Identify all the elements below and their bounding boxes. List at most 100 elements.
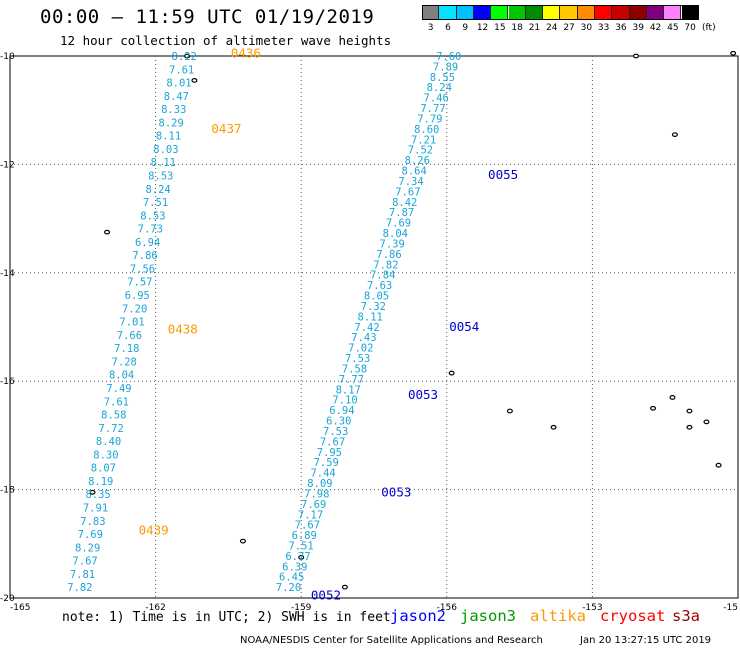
swh-value: 7.43 xyxy=(351,332,376,344)
pass-time-label: 0438 xyxy=(168,322,198,337)
colorbar-label: 70 xyxy=(684,23,696,33)
swh-value: 8.11 xyxy=(358,311,383,323)
island-outline xyxy=(104,229,111,235)
colorbar-swatch xyxy=(508,5,526,20)
swh-value: 7.69 xyxy=(386,218,411,230)
colorbar-swatch xyxy=(422,5,440,20)
pass-time-label: 0437 xyxy=(211,121,241,136)
island-outline xyxy=(633,53,640,59)
colorbar-label: 15 xyxy=(494,23,506,33)
swh-value: 7.79 xyxy=(417,113,442,125)
swh-value: 6.77 xyxy=(285,551,310,563)
island-outline xyxy=(671,132,678,137)
swh-value: 8.29 xyxy=(159,117,184,129)
swh-value: 7.58 xyxy=(342,363,367,375)
swh-value: 7.98 xyxy=(304,488,329,500)
swh-value: 7.89 xyxy=(433,61,458,73)
swh-value: 8.22 xyxy=(172,51,197,63)
swh-value: 7.02 xyxy=(348,343,373,355)
map-frame xyxy=(9,55,739,599)
swh-value: 7.51 xyxy=(143,197,168,209)
colorbar-swatch xyxy=(560,5,578,20)
island-outline xyxy=(191,77,198,83)
island-outline xyxy=(184,53,191,59)
swh-value: 8.04 xyxy=(109,370,134,382)
swh-value: 7.72 xyxy=(99,423,124,435)
pass-time-label: 0055 xyxy=(488,167,518,182)
island-outline xyxy=(448,370,455,376)
swh-value: 7.77 xyxy=(339,374,364,386)
lon-tick-label: -159 xyxy=(291,603,312,613)
swh-value: 8.47 xyxy=(164,91,189,103)
swh-value: 7.81 xyxy=(70,569,95,581)
pass-time-label: 0436 xyxy=(231,45,261,60)
swh-value: 7.18 xyxy=(114,343,139,355)
swh-value: 6.39 xyxy=(282,561,307,573)
swh-value: 6.95 xyxy=(125,290,150,302)
lat-tick-label: -16 xyxy=(0,377,15,387)
swh-value: 8.19 xyxy=(88,476,113,488)
swh-value: 8.09 xyxy=(307,478,332,490)
legend-item-jason3: jason3 xyxy=(460,607,516,625)
lat-tick-label: -10 xyxy=(0,52,15,62)
swh-value: 8.35 xyxy=(85,489,110,501)
colorbar-swatch xyxy=(456,5,474,20)
pass-time-label: 0439 xyxy=(139,522,169,537)
swh-value: 7.67 xyxy=(320,436,345,448)
island-outline xyxy=(715,462,722,468)
island-outline xyxy=(686,424,693,430)
swh-value: 6.94 xyxy=(135,237,160,249)
legend-item-altika: altika xyxy=(530,607,586,625)
swh-value: 7.42 xyxy=(354,322,379,334)
island-outline xyxy=(550,424,557,430)
swh-value: 7.69 xyxy=(78,529,103,541)
colorbar-label: 12 xyxy=(476,23,489,33)
page-title: 00:00 – 11:59 UTC 01/19/2019 xyxy=(40,6,375,28)
colorbar-swatch xyxy=(491,5,509,20)
lat-tick-label: -20 xyxy=(0,594,15,604)
legend-item-s3a: s3a xyxy=(672,607,700,625)
swh-value: 7.53 xyxy=(323,426,348,438)
swh-value: 7.67 xyxy=(295,520,320,532)
swh-value: 8.29 xyxy=(75,542,100,554)
swh-value: 7.53 xyxy=(345,353,370,365)
colorbar-label: 36 xyxy=(615,23,627,33)
swh-value: 7.67 xyxy=(72,556,97,568)
swh-value: 7.63 xyxy=(367,280,392,292)
swh-value: 7.82 xyxy=(67,582,92,594)
swh-value: 8.53 xyxy=(148,171,173,183)
swh-value: 7.69 xyxy=(301,499,326,511)
swh-value: 8.07 xyxy=(91,463,116,475)
colorbar-swatch xyxy=(543,5,561,20)
swh-value: 8.17 xyxy=(336,384,361,396)
colorbar-label: 27 xyxy=(563,23,575,33)
swh-value: 7.10 xyxy=(332,395,357,407)
swh-value: 7.17 xyxy=(298,509,323,521)
swh-value: 8.40 xyxy=(96,436,121,448)
colorbar-swatch xyxy=(473,5,492,20)
island-outline xyxy=(730,50,737,56)
swh-value: 8.26 xyxy=(405,155,430,167)
page-subtitle: 12 hour collection of altimeter wave hei… xyxy=(60,33,392,48)
swh-value: 8.11 xyxy=(151,157,176,169)
lat-tick-label: -14 xyxy=(0,269,15,279)
swh-value: 8.42 xyxy=(392,197,417,209)
swh-value: 7.83 xyxy=(80,516,105,528)
colorbar-label: 39 xyxy=(632,23,644,33)
island-outline xyxy=(686,408,693,414)
swh-value: 8.60 xyxy=(414,124,439,136)
colorbar-swatch xyxy=(577,5,595,20)
lon-tick-label: -15 xyxy=(723,603,738,613)
colorbar-label: 9 xyxy=(462,23,469,33)
swh-value: 8.55 xyxy=(430,72,455,84)
swh-value: 8.24 xyxy=(427,82,452,94)
swh-value: 6.30 xyxy=(326,416,351,428)
island-outline xyxy=(703,419,710,425)
swh-value: 7.73 xyxy=(138,224,163,236)
colorbar-label: 18 xyxy=(511,23,523,33)
swh-value: 8.58 xyxy=(101,410,126,422)
swh-value: 8.53 xyxy=(140,210,165,222)
island-outline xyxy=(239,538,246,544)
credit-timestamp: Jan 20 13:27:15 UTC 2019 xyxy=(580,635,712,646)
